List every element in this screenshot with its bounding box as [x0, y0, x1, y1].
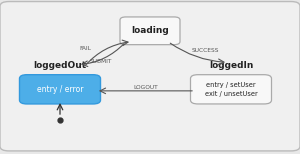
Text: loggedIn: loggedIn	[209, 61, 253, 70]
Text: entry / error: entry / error	[37, 85, 83, 94]
Text: LOGOUT: LOGOUT	[133, 85, 158, 89]
FancyBboxPatch shape	[20, 75, 100, 104]
Text: SUBMIT: SUBMIT	[89, 59, 112, 64]
Text: FAIL: FAIL	[80, 46, 92, 51]
FancyBboxPatch shape	[0, 2, 300, 151]
FancyBboxPatch shape	[120, 17, 180, 45]
Text: entry / setUser
exit / unsetUser: entry / setUser exit / unsetUser	[205, 82, 257, 97]
Text: loading: loading	[131, 26, 169, 35]
Text: SUCCESS: SUCCESS	[192, 48, 219, 53]
FancyBboxPatch shape	[190, 75, 272, 104]
Text: loggedOut: loggedOut	[33, 61, 87, 70]
